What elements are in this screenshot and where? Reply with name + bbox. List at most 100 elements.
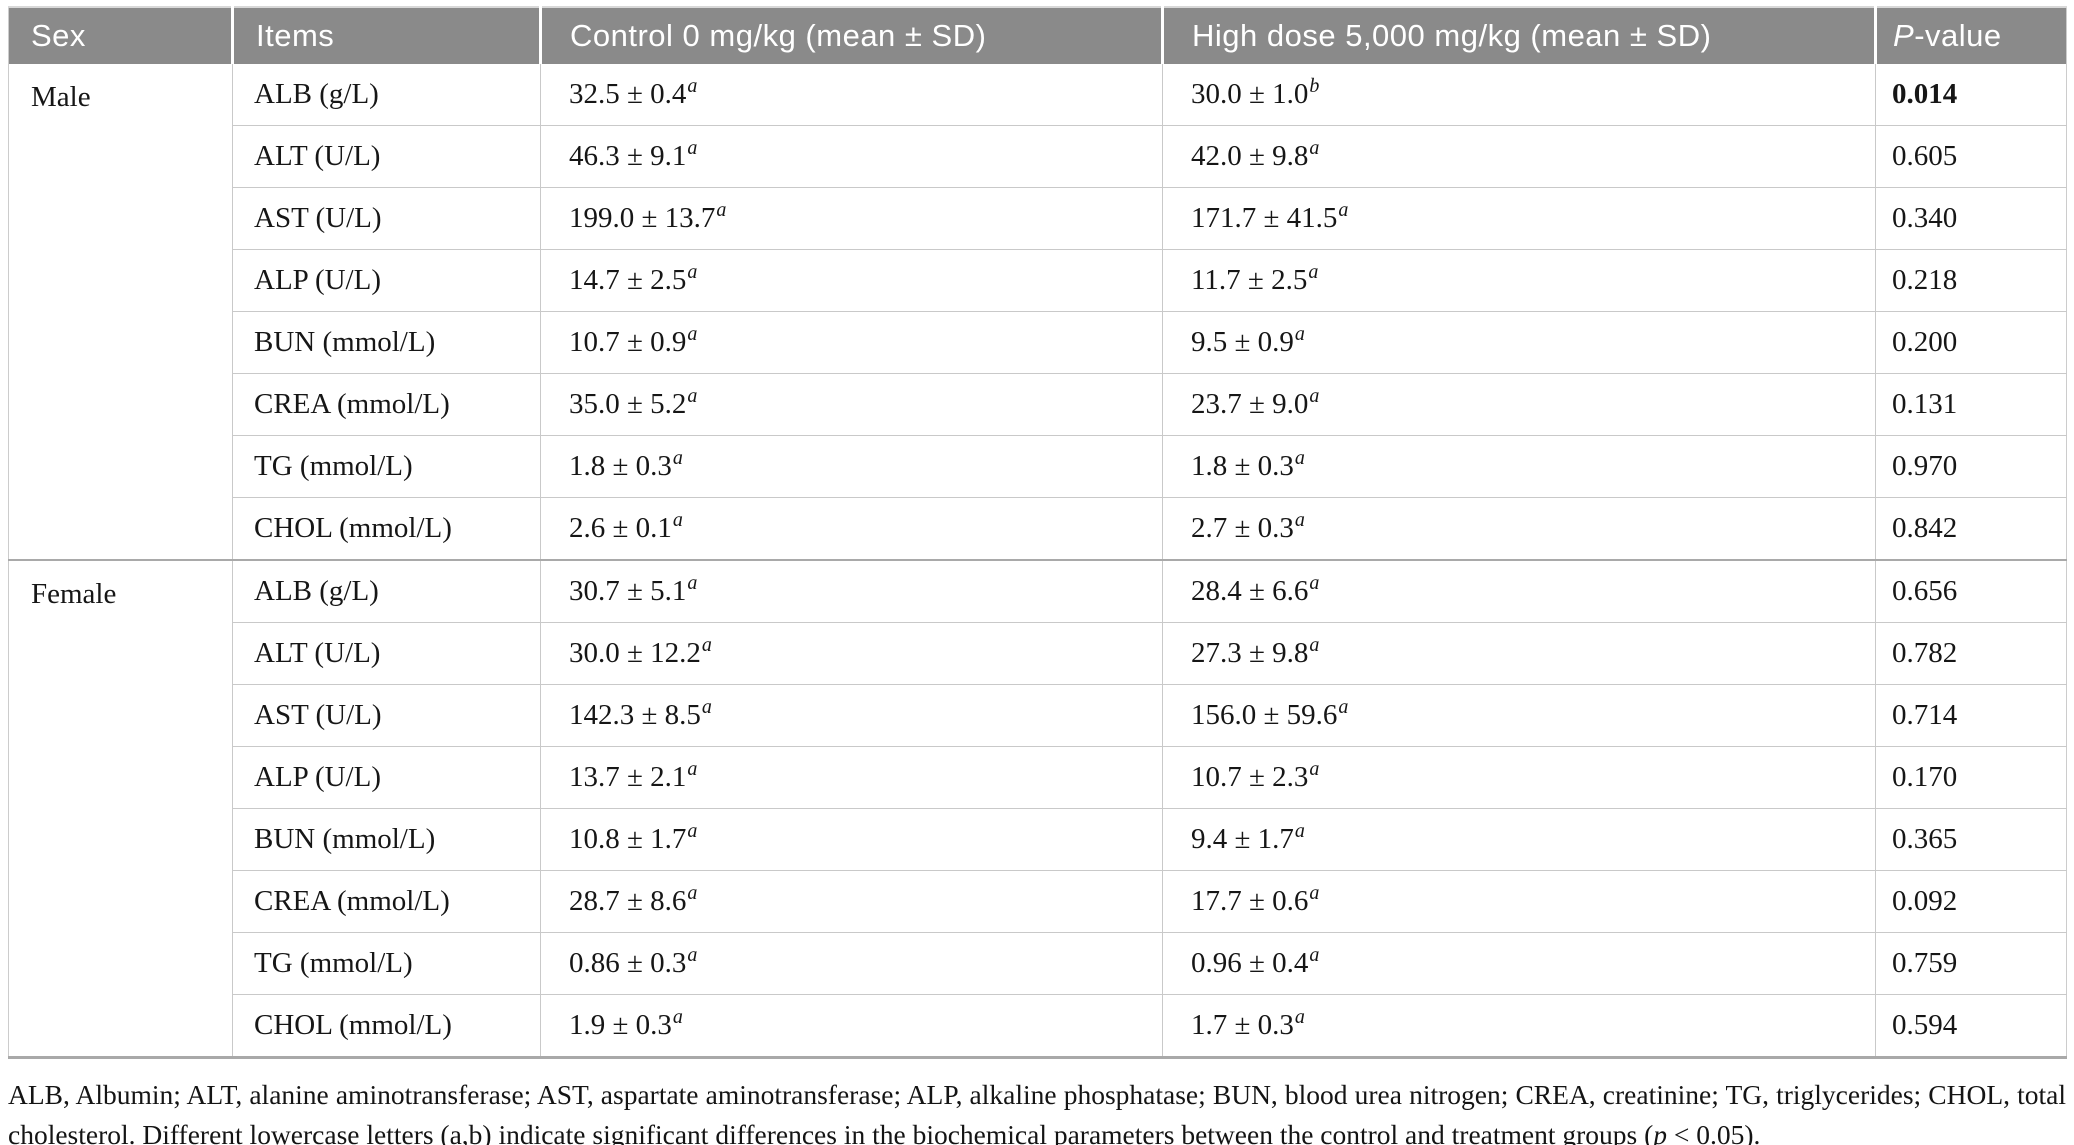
control-value-cell: 10.7 ± 0.9a bbox=[540, 311, 1163, 374]
p-value: 0.759 bbox=[1892, 947, 1958, 979]
item-label: AST (U/L) bbox=[254, 699, 382, 731]
control-superscript-marker: a bbox=[701, 634, 712, 657]
high-dose-value-cell: 9.5 ± 0.9a bbox=[1162, 311, 1876, 374]
high-dose-value: 171.7 ± 41.5 bbox=[1191, 202, 1338, 234]
p-value-cell: 0.365 bbox=[1875, 808, 2067, 871]
control-value-cell: 142.3 ± 8.5a bbox=[540, 684, 1163, 747]
table-row: ALP (U/L) 14.7 ± 2.5a 11.7 ± 2.5a 0.218 bbox=[9, 249, 2067, 312]
control-value-cell: 30.0 ± 12.2a bbox=[540, 622, 1163, 685]
high-dose-value-cell: 28.4 ± 6.6a bbox=[1162, 559, 1876, 623]
item-label: TG (mmol/L) bbox=[254, 947, 413, 979]
table-row: Male ALB (g/L) 32.5 ± 0.4a 30.0 ± 1.0b 0.… bbox=[8, 64, 2067, 560]
control-value-cell: 28.7 ± 8.6a bbox=[540, 870, 1163, 933]
p-value: 0.092 bbox=[1892, 885, 1958, 917]
item-label: CHOL (mmol/L) bbox=[254, 512, 452, 544]
control-superscript-marker: a bbox=[687, 572, 698, 595]
table-row: CREA (mmol/L) 35.0 ± 5.2a 23.7 ± 9.0a 0.… bbox=[9, 373, 2067, 436]
high-dose-superscript-marker: a bbox=[1309, 882, 1320, 905]
p-value: 0.970 bbox=[1892, 450, 1958, 482]
item-label: ALT (U/L) bbox=[254, 140, 381, 172]
biochem-table: Sex Items Control 0 mg/kg (mean ± SD) Hi… bbox=[8, 6, 2067, 1059]
table-row: AST (U/L) 199.0 ± 13.7a 171.7 ± 41.5a 0.… bbox=[9, 187, 2067, 250]
high-dose-value-cell: 1.7 ± 0.3a bbox=[1162, 994, 1876, 1058]
high-dose-value: 27.3 ± 9.8 bbox=[1191, 637, 1309, 669]
high-dose-value-cell: 0.96 ± 0.4a bbox=[1162, 932, 1876, 995]
sex-cell: Male bbox=[8, 64, 233, 560]
control-value-cell: 30.7 ± 5.1a bbox=[540, 559, 1163, 623]
table-row: TG (mmol/L) 1.8 ± 0.3a 1.8 ± 0.3a 0.970 bbox=[9, 435, 2067, 498]
p-value: 0.131 bbox=[1892, 388, 1958, 420]
control-value-cell: 35.0 ± 5.2a bbox=[540, 373, 1163, 436]
control-value: 10.8 ± 1.7 bbox=[569, 823, 687, 855]
p-value: 0.842 bbox=[1892, 512, 1958, 544]
control-value: 199.0 ± 13.7 bbox=[569, 202, 716, 234]
high-dose-superscript-marker: a bbox=[1309, 634, 1320, 657]
footnote-text: ALB, Albumin; ALT, alanine aminotransfer… bbox=[8, 1079, 2066, 1145]
high-dose-value: 0.96 ± 0.4 bbox=[1191, 947, 1309, 979]
p-value: 0.365 bbox=[1892, 823, 1958, 855]
item-label: ALB (g/L) bbox=[254, 78, 379, 110]
high-dose-superscript-marker: a bbox=[1309, 758, 1320, 781]
table-row: AST (U/L) 142.3 ± 8.5a 156.0 ± 59.6a 0.7… bbox=[9, 684, 2067, 747]
control-superscript-marker: a bbox=[687, 323, 698, 346]
p-value-cell: 0.170 bbox=[1875, 746, 2067, 809]
p-value-cell: 0.605 bbox=[1875, 125, 2067, 188]
high-dose-value: 1.8 ± 0.3 bbox=[1191, 450, 1294, 482]
item-cell: CREA (mmol/L) bbox=[232, 373, 541, 436]
item-cell: AST (U/L) bbox=[232, 187, 541, 250]
item-label: CREA (mmol/L) bbox=[254, 885, 450, 917]
col-header-items: Items bbox=[231, 7, 541, 64]
control-value-cell: 199.0 ± 13.7a bbox=[540, 187, 1163, 250]
control-value-cell: 1.8 ± 0.3a bbox=[540, 435, 1163, 498]
control-value: 46.3 ± 9.1 bbox=[569, 140, 687, 172]
high-dose-value-cell: 11.7 ± 2.5a bbox=[1162, 249, 1876, 312]
p-value: 0.782 bbox=[1892, 637, 1958, 669]
p-value-cell: 0.970 bbox=[1875, 435, 2067, 498]
footnote-text-tail: < 0.05). bbox=[1667, 1118, 1761, 1145]
control-superscript-marker: a bbox=[716, 199, 727, 222]
table-row: BUN (mmol/L) 10.7 ± 0.9a 9.5 ± 0.9a 0.20… bbox=[9, 311, 2067, 374]
item-label: AST (U/L) bbox=[254, 202, 382, 234]
col-header-p-value: P-value bbox=[1874, 7, 2067, 64]
item-label: TG (mmol/L) bbox=[254, 450, 413, 482]
table-row: CREA (mmol/L) 28.7 ± 8.6a 17.7 ± 0.6a 0.… bbox=[9, 870, 2067, 933]
item-label: ALB (g/L) bbox=[254, 575, 379, 607]
high-dose-value: 42.0 ± 9.8 bbox=[1191, 140, 1309, 172]
item-cell: ALP (U/L) bbox=[232, 746, 541, 809]
p-value-cell: 0.714 bbox=[1875, 684, 2067, 747]
item-label: ALP (U/L) bbox=[254, 264, 381, 296]
table-row: CHOL (mmol/L) 1.9 ± 0.3a 1.7 ± 0.3a 0.59… bbox=[9, 994, 2067, 1058]
table-row: TG (mmol/L) 0.86 ± 0.3a 0.96 ± 0.4a 0.75… bbox=[9, 932, 2067, 995]
item-cell: CHOL (mmol/L) bbox=[232, 994, 541, 1058]
table-row: BUN (mmol/L) 10.8 ± 1.7a 9.4 ± 1.7a 0.36… bbox=[9, 808, 2067, 871]
high-dose-value-cell: 9.4 ± 1.7a bbox=[1162, 808, 1876, 871]
table-row: ALT (U/L) 46.3 ± 9.1a 42.0 ± 9.8a 0.605 bbox=[9, 125, 2067, 188]
table-row: Female ALB (g/L) 30.7 ± 5.1a 28.4 ± 6.6a … bbox=[8, 559, 2067, 1058]
table-header: Sex Items Control 0 mg/kg (mean ± SD) Hi… bbox=[8, 7, 2067, 64]
control-superscript-marker: a bbox=[687, 385, 698, 408]
item-cell: ALP (U/L) bbox=[232, 249, 541, 312]
col-header-control: Control 0 mg/kg (mean ± SD) bbox=[539, 7, 1163, 64]
header-row: Sex Items Control 0 mg/kg (mean ± SD) Hi… bbox=[8, 7, 2067, 64]
item-cell: ALT (U/L) bbox=[232, 622, 541, 685]
item-label: CREA (mmol/L) bbox=[254, 388, 450, 420]
p-value-cell: 0.759 bbox=[1875, 932, 2067, 995]
p-value-cell: 0.594 bbox=[1875, 994, 2067, 1058]
high-dose-value: 11.7 ± 2.5 bbox=[1191, 264, 1308, 296]
high-dose-value-cell: 171.7 ± 41.5a bbox=[1162, 187, 1876, 250]
high-dose-value-cell: 2.7 ± 0.3a bbox=[1162, 497, 1876, 560]
control-value: 10.7 ± 0.9 bbox=[569, 326, 687, 358]
control-superscript-marker: a bbox=[687, 758, 698, 781]
control-value: 28.7 ± 8.6 bbox=[569, 885, 687, 917]
high-dose-value: 30.0 ± 1.0 bbox=[1191, 78, 1309, 110]
high-dose-value: 28.4 ± 6.6 bbox=[1191, 575, 1309, 607]
high-dose-value-cell: 10.7 ± 2.3a bbox=[1162, 746, 1876, 809]
p-value: 0.200 bbox=[1892, 326, 1958, 358]
high-dose-superscript-marker: a bbox=[1294, 1006, 1305, 1029]
control-value-cell: 46.3 ± 9.1a bbox=[540, 125, 1163, 188]
col-header-high-dose: High dose 5,000 mg/kg (mean ± SD) bbox=[1161, 7, 1876, 64]
item-label: ALP (U/L) bbox=[254, 761, 381, 793]
control-value: 30.0 ± 12.2 bbox=[569, 637, 701, 669]
table-row: CHOL (mmol/L) 2.6 ± 0.1a 2.7 ± 0.3a 0.84… bbox=[9, 497, 2067, 560]
